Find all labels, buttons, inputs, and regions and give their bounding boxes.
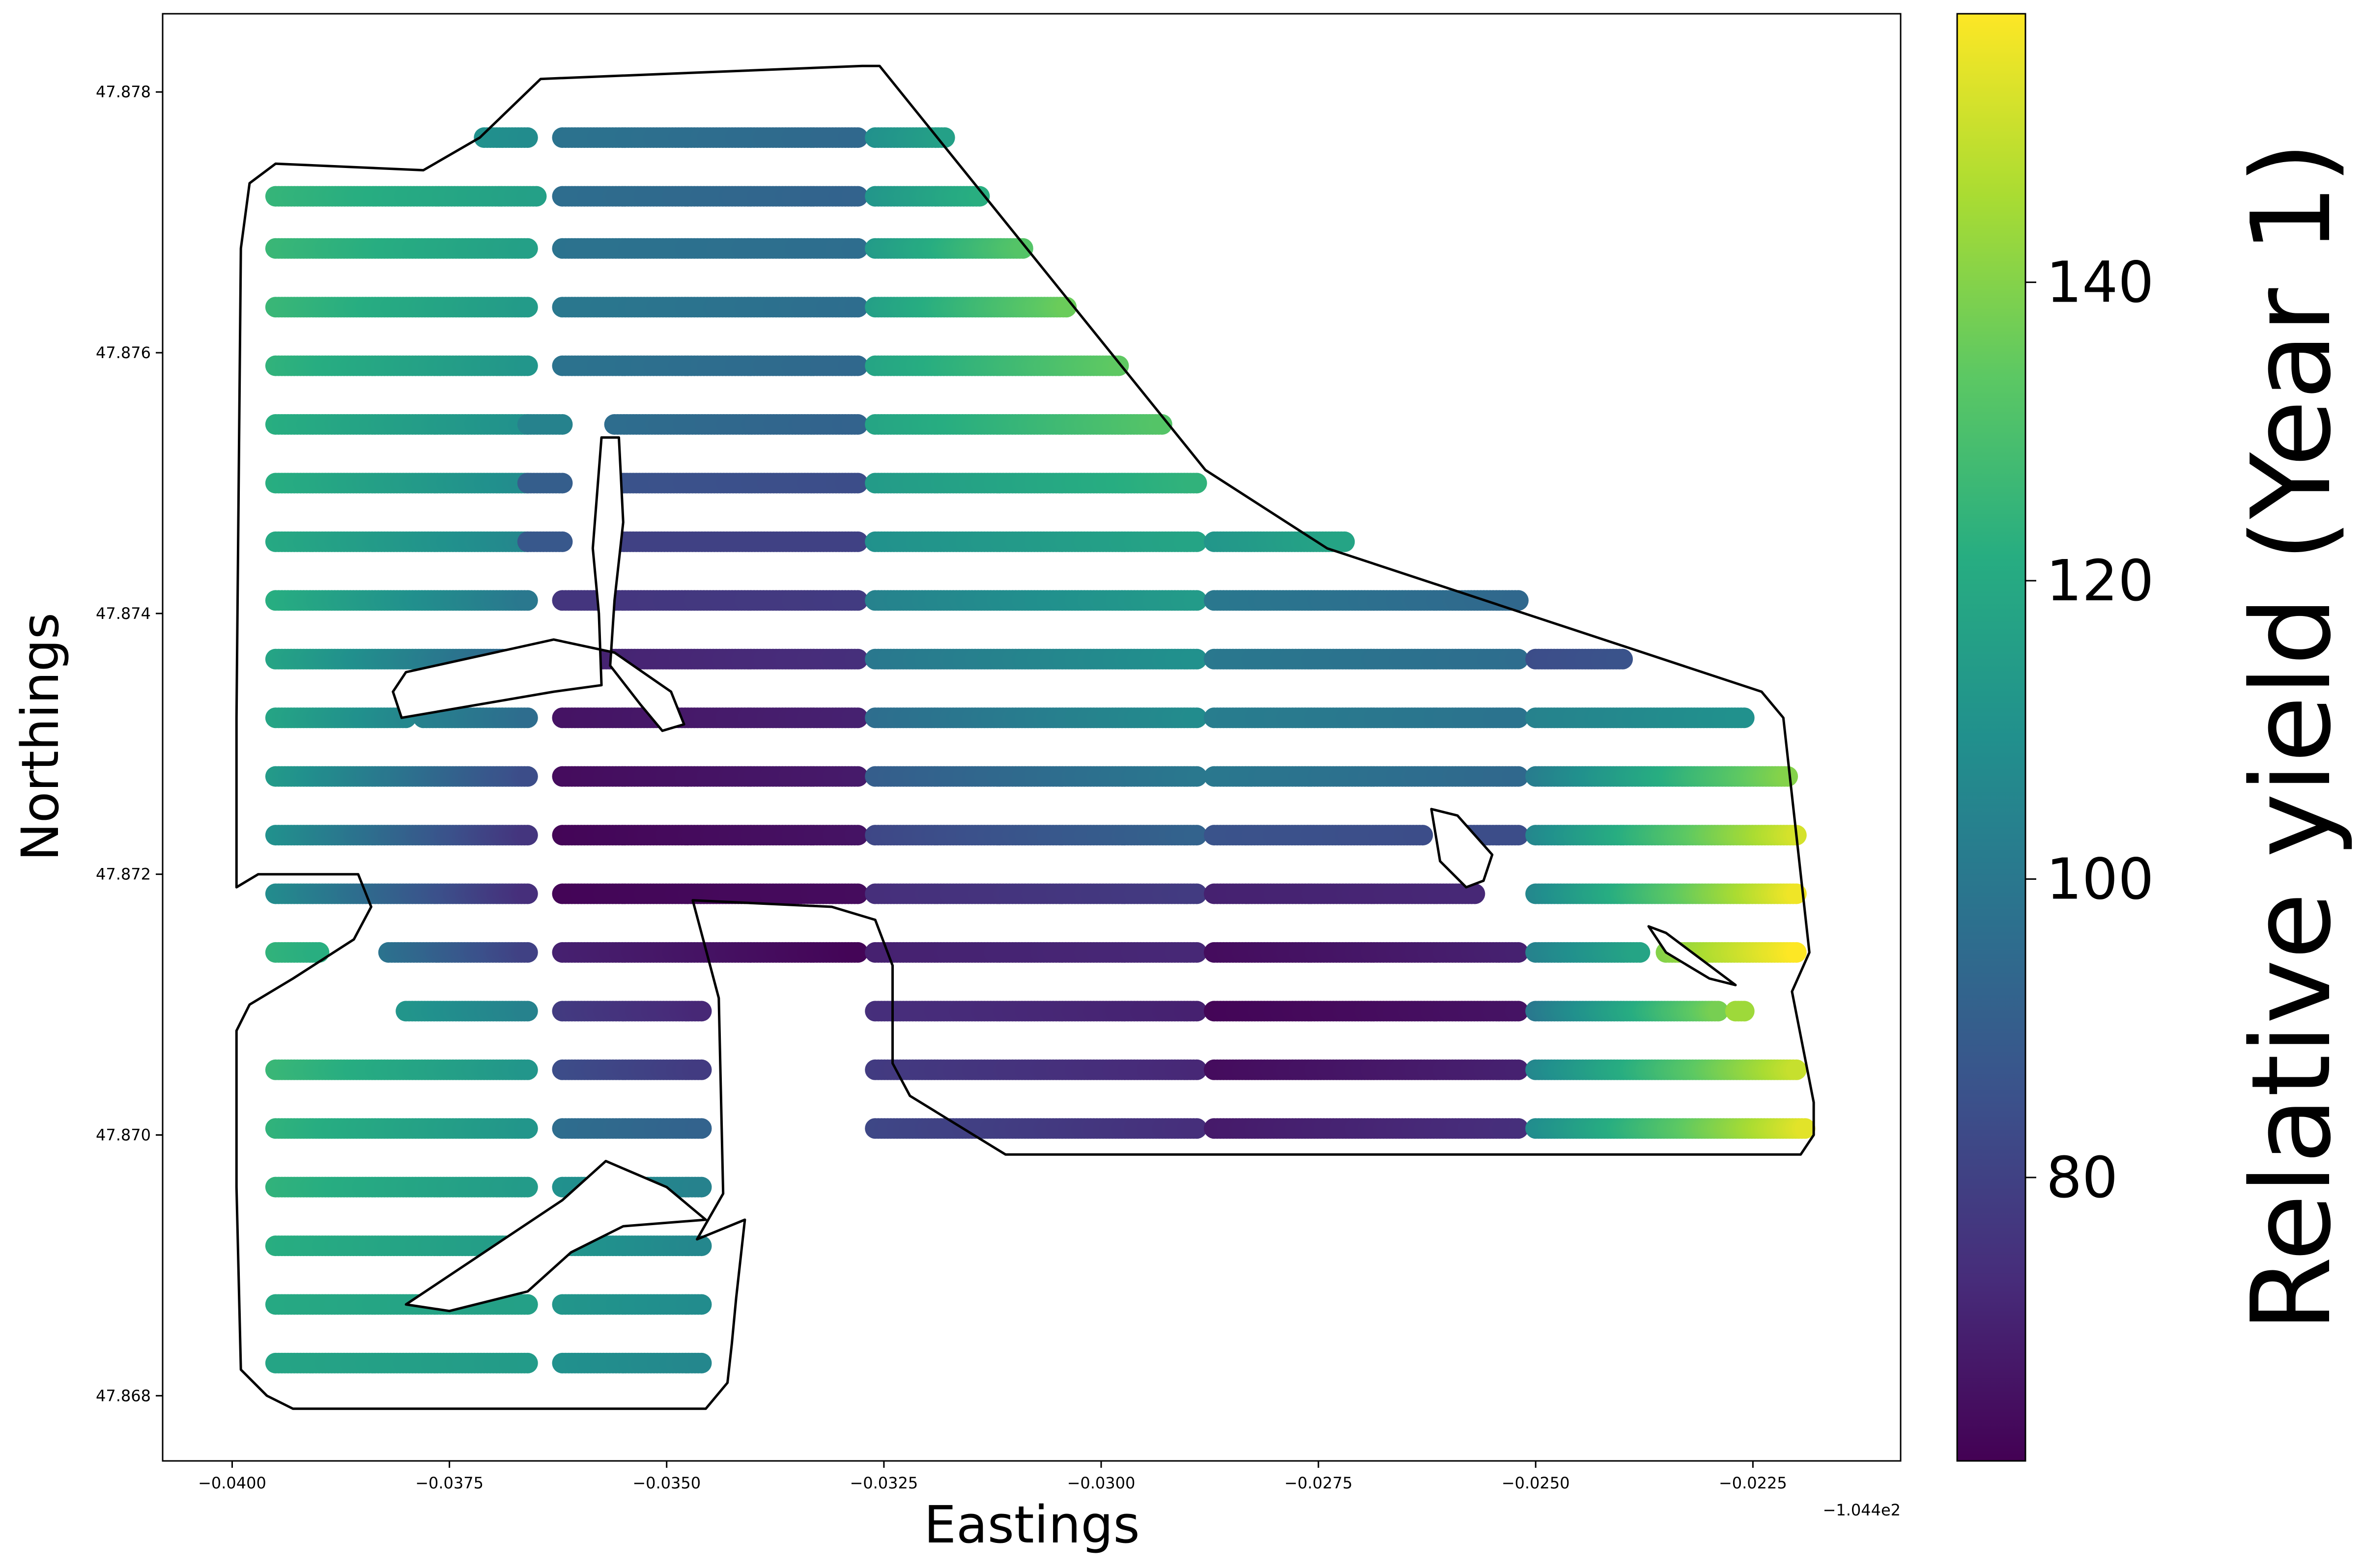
yield-points	[265, 127, 1816, 1373]
yield-point	[1012, 238, 1033, 259]
harvest-pass-10	[265, 707, 1755, 728]
harvest-pass-5	[265, 414, 1172, 435]
harvest-pass-6	[265, 473, 1207, 494]
yield-point	[1629, 942, 1651, 963]
harvest-pass-8	[265, 590, 1529, 611]
yield-point	[969, 186, 990, 207]
harvest-pass-2	[265, 238, 1033, 259]
yield-point	[517, 238, 538, 259]
yield-point	[517, 883, 538, 904]
yield-point	[847, 127, 868, 148]
yield-point	[517, 127, 538, 148]
yield-point	[552, 414, 573, 435]
yield-point	[1334, 531, 1355, 552]
yield-point	[517, 942, 538, 963]
harvest-pass-15	[396, 1001, 1755, 1022]
harvest-pass-7	[265, 531, 1355, 552]
yield-point	[1786, 942, 1807, 963]
yield-point	[517, 707, 538, 728]
harvest-pass-11	[265, 766, 1798, 787]
yield-point	[517, 766, 538, 787]
yield-point	[526, 186, 547, 207]
yield-point	[1777, 766, 1798, 787]
yield-point	[1508, 590, 1529, 611]
yield-point	[847, 186, 868, 207]
yield-point	[552, 531, 573, 552]
yield-point	[934, 127, 955, 148]
harvest-pass-12	[265, 825, 1807, 846]
yield-point	[1612, 648, 1633, 670]
harvest-pass-3	[265, 297, 1077, 318]
yield-point	[1186, 473, 1207, 494]
harvest-pass-4	[265, 355, 1129, 376]
yield-point	[1734, 707, 1755, 728]
yield-point	[1412, 825, 1433, 846]
harvest-pass-13	[265, 883, 1807, 904]
yield-point	[517, 297, 538, 318]
harvest-pass-1	[265, 186, 990, 207]
yield-point	[552, 473, 573, 494]
yield-point	[309, 942, 330, 963]
yield-point	[517, 590, 538, 611]
yield-point	[517, 825, 538, 846]
harvest-pass-14	[265, 942, 1807, 963]
harvest-pass-0	[474, 127, 955, 148]
yield-point	[517, 355, 538, 376]
